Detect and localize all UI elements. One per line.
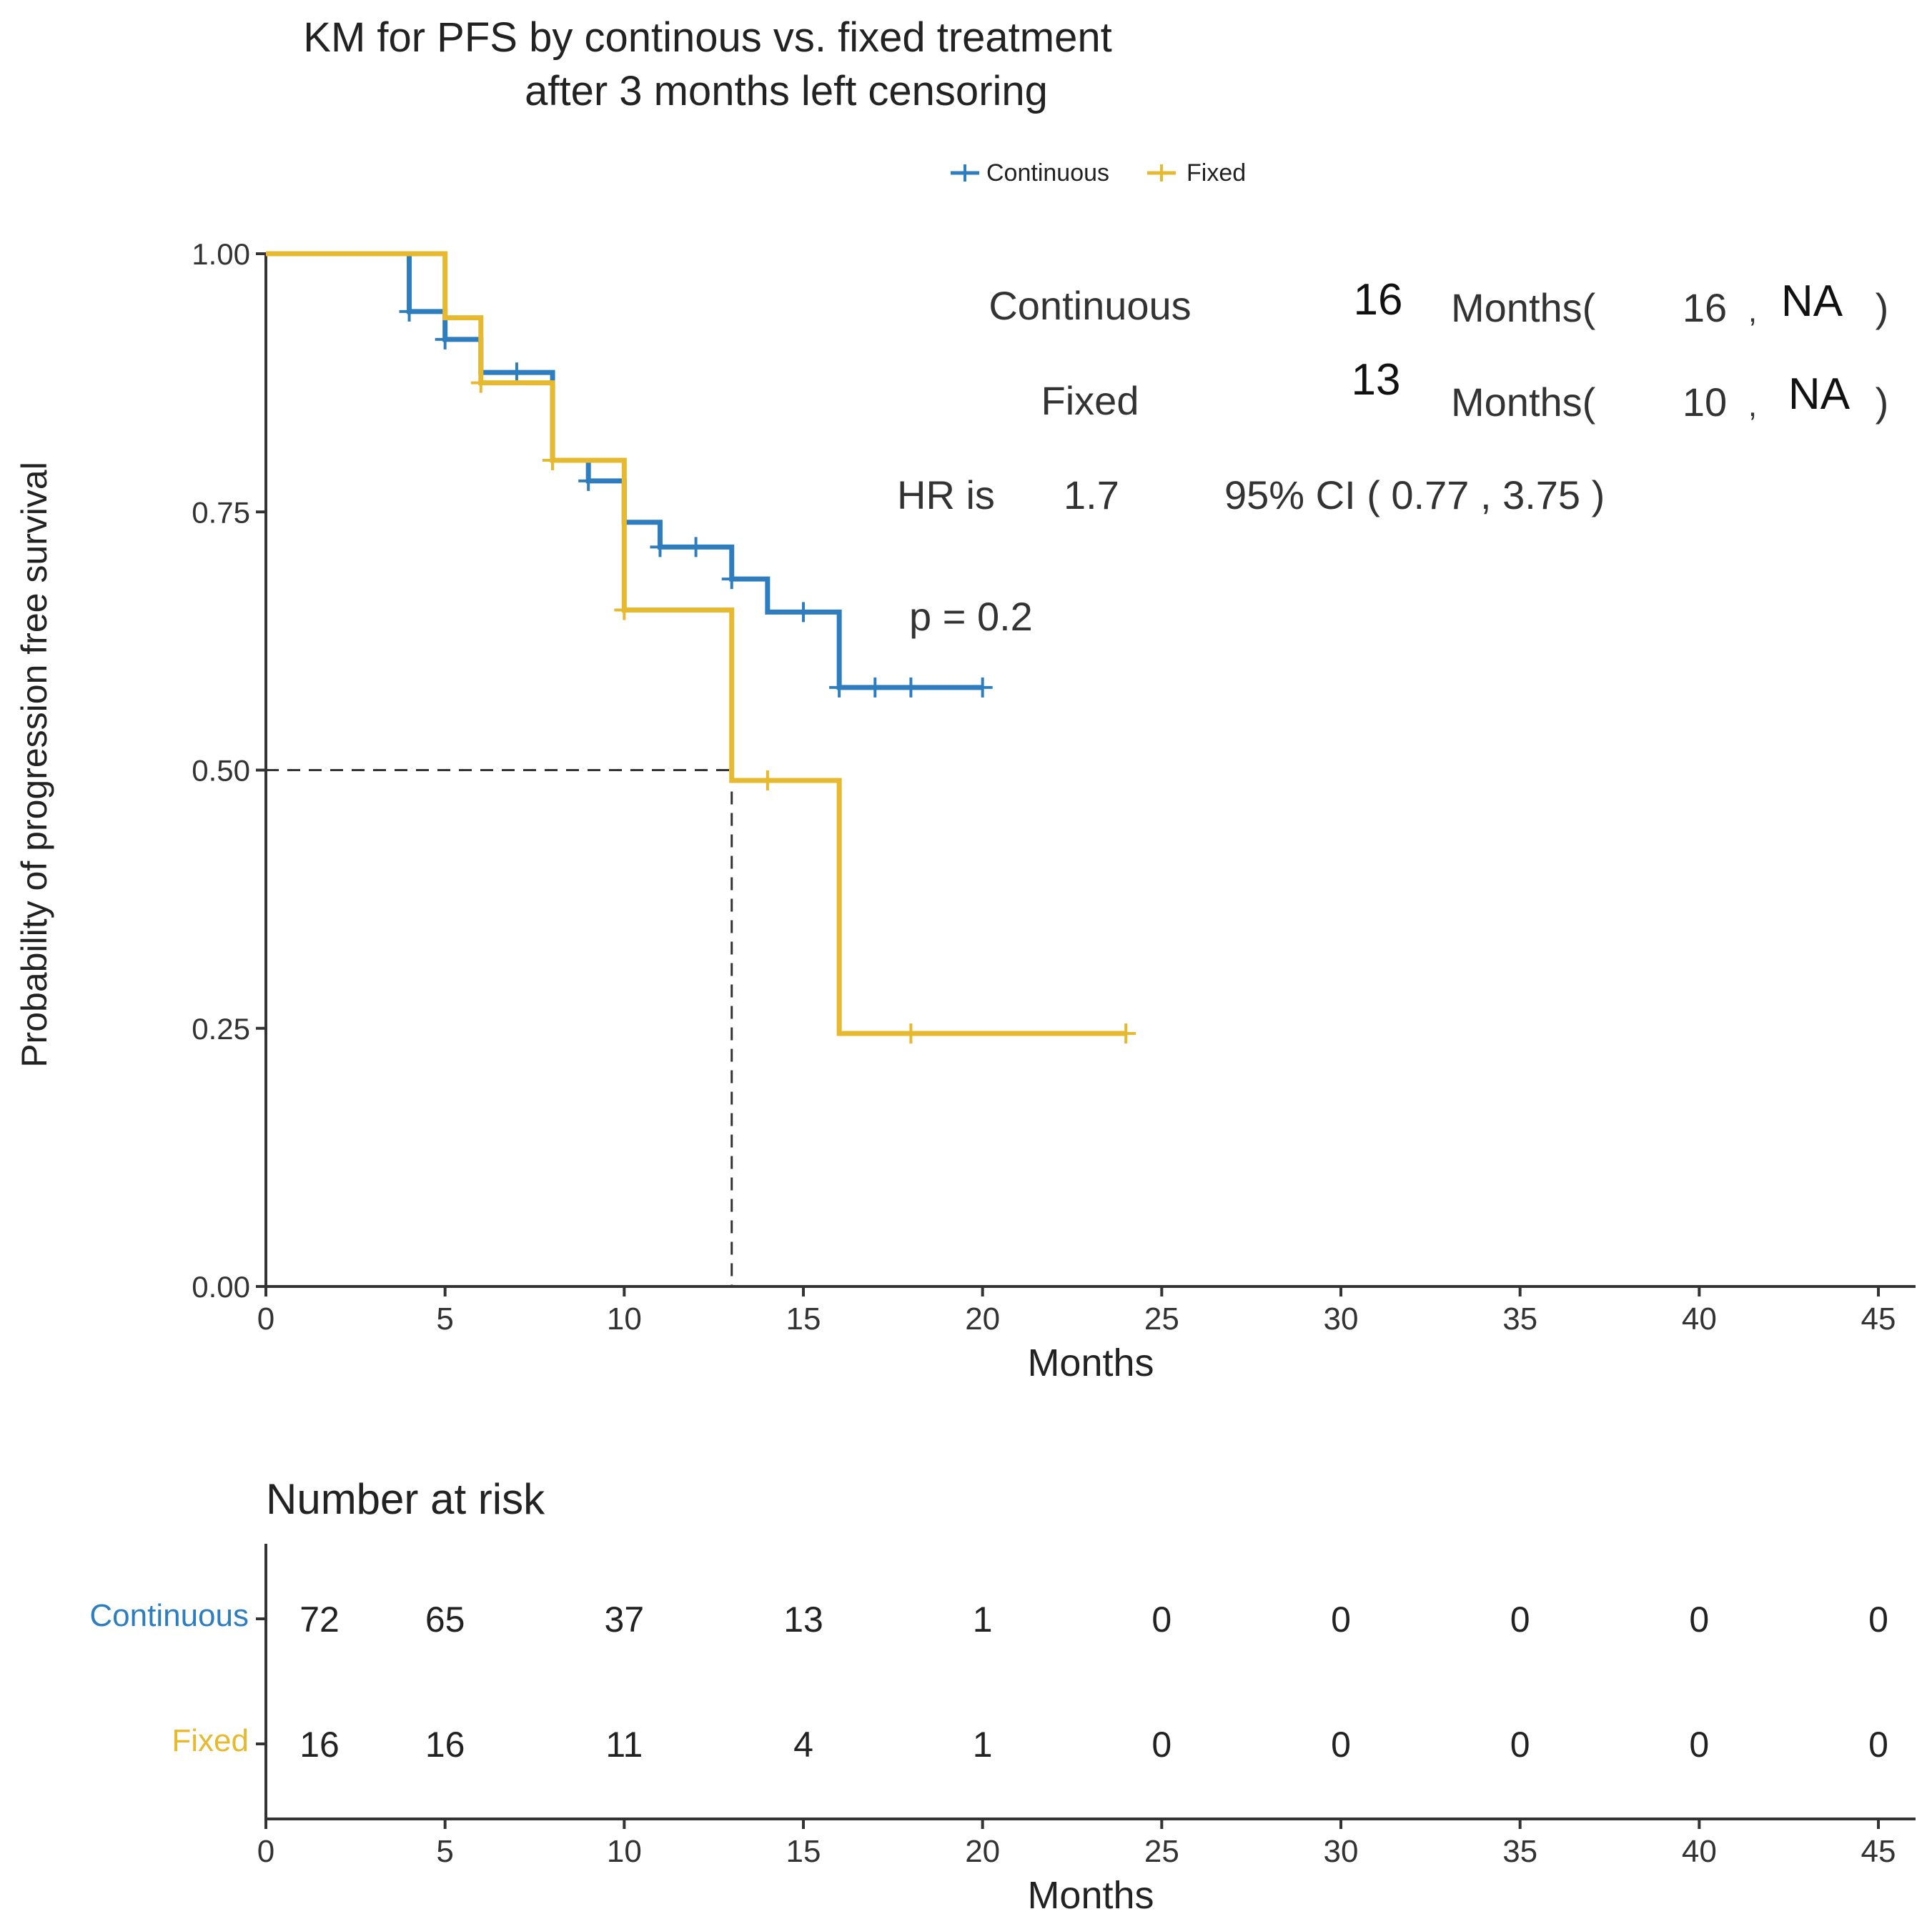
risk-cell: 0 <box>1331 1725 1351 1765</box>
y-tick-label: 0.75 <box>192 495 250 529</box>
km-line-continuous <box>266 251 983 690</box>
risk-x-tick-label: 45 <box>1861 1834 1896 1869</box>
risk-cell: 0 <box>1510 1600 1530 1640</box>
chart-title-line-1: KM for PFS by continous vs. fixed treatm… <box>303 14 1111 61</box>
risk-table-x-label: Months <box>1027 1874 1154 1917</box>
risk-cell: 0 <box>1331 1600 1351 1640</box>
x-tick-label: 30 <box>1324 1301 1359 1337</box>
legend: Continuous Fixed <box>951 159 1246 187</box>
risk-cell: 0 <box>1868 1725 1888 1765</box>
risk-x-tick-label: 35 <box>1502 1834 1537 1869</box>
stats-annotation: Continuous 16 Months( 16 , NA ) Fixed 13… <box>897 275 1888 639</box>
y-axis-label: Probability of progression free survival <box>14 462 54 1068</box>
legend-item-fixed: Fixed <box>1147 159 1246 187</box>
stats-continuous-close: ) <box>1876 285 1889 330</box>
risk-x-tick-label: 20 <box>965 1834 1000 1869</box>
risk-table-rows: Continuous 72 65 37 13 1 0 0 0 0 0 Fixed 16 16 11 4 1 0 0 0… <box>89 1598 1888 1765</box>
x-tick-label: 5 <box>436 1301 453 1337</box>
risk-cell: 4 <box>793 1725 813 1765</box>
risk-x-tick-label: 0 <box>257 1834 274 1869</box>
risk-cell: 0 <box>1510 1725 1530 1765</box>
risk-cell: 37 <box>605 1600 645 1640</box>
risk-cell: 16 <box>299 1725 340 1765</box>
risk-cell: 11 <box>605 1725 643 1765</box>
risk-cell: 65 <box>425 1600 465 1640</box>
stats-fixed-close: ) <box>1876 380 1889 425</box>
km-curves <box>266 251 1136 1043</box>
y-tick-label: 0.25 <box>192 1012 250 1046</box>
stats-continuous-sep: , <box>1748 294 1757 329</box>
x-tick-label: 15 <box>786 1301 821 1337</box>
x-tick-label: 20 <box>965 1301 1000 1337</box>
stats-ci: 95% CI ( 0.77 , 3.75 ) <box>1224 472 1605 517</box>
km-line-fixed <box>266 251 1126 1036</box>
y-tick-label: 0.50 <box>192 754 250 788</box>
x-axis-label: Months <box>1027 1342 1154 1384</box>
chart-title-line-2: after 3 months left censoring <box>525 68 1048 114</box>
stats-fixed-upper: NA <box>1788 370 1851 419</box>
risk-cell: 0 <box>1868 1600 1888 1640</box>
risk-cell: 0 <box>1151 1600 1171 1640</box>
legend-label-continuous: Continuous <box>986 159 1109 187</box>
risk-x-tick-label: 30 <box>1324 1834 1359 1869</box>
y-tick-label: 0.00 <box>192 1270 250 1304</box>
stats-continuous-lower: 16 <box>1683 285 1727 330</box>
risk-row-label-fixed: Fixed <box>172 1723 249 1758</box>
x-tick-label: 10 <box>607 1301 642 1337</box>
risk-cell: 1 <box>973 1725 993 1765</box>
risk-cell: 16 <box>425 1725 465 1765</box>
risk-x-tick-label: 15 <box>786 1834 821 1869</box>
stats-fixed-unit: Months( <box>1451 380 1596 425</box>
median-reference <box>266 769 733 1286</box>
risk-x-tick-label: 40 <box>1682 1834 1717 1869</box>
stats-continuous-upper: NA <box>1781 277 1843 326</box>
stats-fixed-lower: 10 <box>1683 380 1727 425</box>
stats-continuous-unit: Months( <box>1451 285 1596 330</box>
x-tick-label: 45 <box>1861 1301 1896 1337</box>
stats-continuous-median: 16 <box>1354 275 1403 324</box>
risk-x-tick-label: 10 <box>607 1834 642 1869</box>
stats-continuous-label: Continuous <box>989 283 1191 328</box>
stats-fixed-median: 13 <box>1352 355 1401 405</box>
risk-cell: 13 <box>783 1600 823 1640</box>
stats-hr-value: 1.7 <box>1064 472 1119 517</box>
x-ticks: 0 5 10 15 20 25 30 35 40 45 <box>257 1286 1896 1337</box>
x-tick-label: 40 <box>1682 1301 1717 1337</box>
stats-hr-label: HR is <box>897 472 995 517</box>
x-tick-label: 35 <box>1502 1301 1537 1337</box>
y-ticks: 0.00 0.25 0.50 0.75 1.00 <box>192 237 266 1304</box>
risk-cell: 0 <box>1689 1600 1709 1640</box>
p-value: p = 0.2 <box>909 594 1033 639</box>
risk-x-tick-label: 5 <box>436 1834 453 1869</box>
x-tick-label: 0 <box>257 1301 274 1337</box>
legend-label-fixed: Fixed <box>1187 159 1246 187</box>
stats-fixed-label: Fixed <box>1041 378 1139 423</box>
risk-table-x-ticks: 0 5 10 15 20 25 30 35 40 45 <box>257 1819 1896 1869</box>
risk-cell: 72 <box>299 1600 340 1640</box>
risk-row-label-continuous: Continuous <box>89 1598 249 1633</box>
risk-table-title: Number at risk <box>266 1475 545 1523</box>
risk-x-tick-label: 25 <box>1144 1834 1179 1869</box>
y-tick-label: 1.00 <box>192 237 250 271</box>
x-tick-label: 25 <box>1144 1301 1179 1337</box>
risk-cell: 0 <box>1151 1725 1171 1765</box>
risk-cell: 0 <box>1689 1725 1709 1765</box>
legend-item-continuous: Continuous <box>951 159 1109 187</box>
risk-cell: 1 <box>973 1600 993 1640</box>
stats-fixed-sep: , <box>1748 388 1757 423</box>
